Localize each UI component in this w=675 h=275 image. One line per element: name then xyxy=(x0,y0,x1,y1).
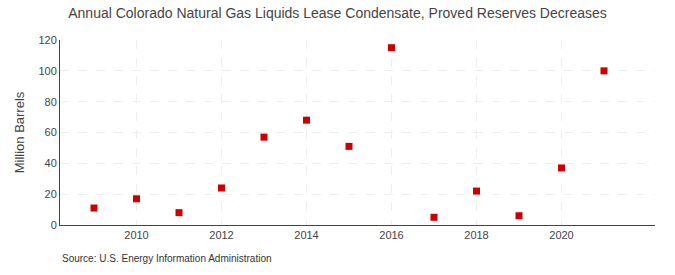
svg-text:20: 20 xyxy=(45,188,57,200)
svg-text:Annual Colorado Natural Gas Li: Annual Colorado Natural Gas Liquids Leas… xyxy=(68,5,607,21)
svg-text:120: 120 xyxy=(38,34,56,46)
svg-text:Source: U.S. Energy Informatio: Source: U.S. Energy Information Administ… xyxy=(62,253,272,264)
svg-text:2020: 2020 xyxy=(549,229,573,241)
svg-text:60: 60 xyxy=(45,126,57,138)
svg-text:2018: 2018 xyxy=(464,229,488,241)
svg-text:0: 0 xyxy=(51,219,57,231)
svg-text:2010: 2010 xyxy=(124,229,148,241)
svg-text:2014: 2014 xyxy=(294,229,318,241)
svg-text:100: 100 xyxy=(38,65,56,77)
svg-text:2012: 2012 xyxy=(209,229,233,241)
svg-text:80: 80 xyxy=(45,96,57,108)
svg-text:40: 40 xyxy=(45,157,57,169)
svg-text:2016: 2016 xyxy=(379,229,403,241)
svg-text:Million Barrels: Million Barrels xyxy=(12,91,27,173)
